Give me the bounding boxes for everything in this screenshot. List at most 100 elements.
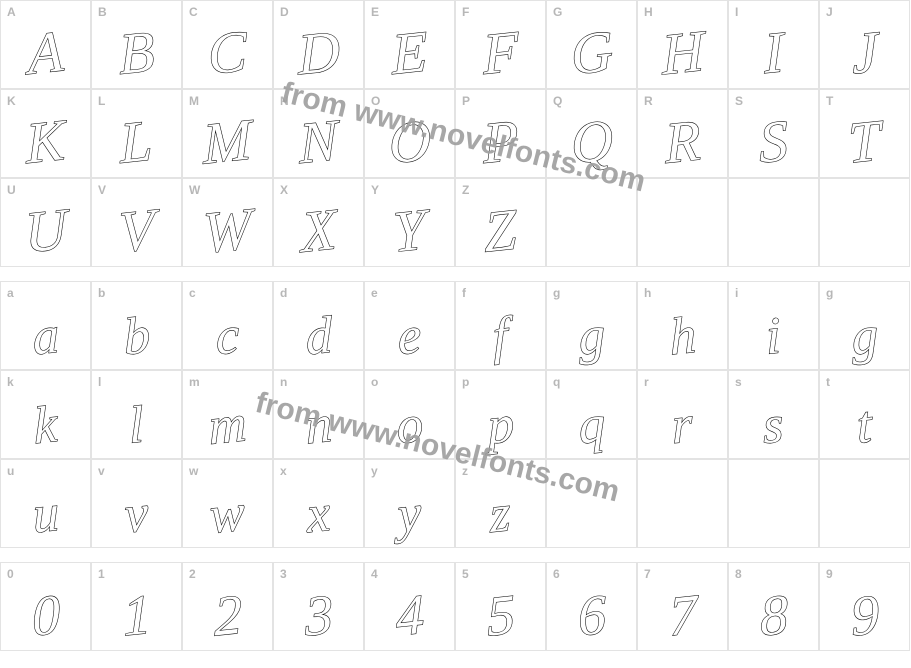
char-label: 8 — [735, 567, 742, 581]
glyph: I — [763, 23, 784, 83]
glyph-wrap: 9 — [820, 563, 909, 650]
char-label: Y — [371, 183, 379, 197]
section-lowercase: aabbccddeeffgghhiiggkkllmmnnooppqqrrsstt… — [0, 281, 911, 548]
glyph: C — [207, 22, 248, 84]
glyph-wrap: 5 — [456, 563, 545, 650]
char-cell: 99 — [819, 562, 910, 651]
char-cell: 55 — [455, 562, 546, 651]
glyph-wrap: s — [729, 371, 818, 458]
glyph: Z — [483, 200, 517, 261]
glyph: u — [32, 488, 60, 543]
char-cell: HH — [637, 0, 728, 89]
glyph: h — [669, 310, 697, 365]
char-label: O — [371, 94, 380, 108]
char-label: x — [280, 464, 287, 478]
char-cell: WW — [182, 178, 273, 267]
char-cell: CC — [182, 0, 273, 89]
char-cell: zz — [455, 459, 546, 548]
char-label: y — [371, 464, 378, 478]
char-cell: EE — [364, 0, 455, 89]
glyph: d — [305, 310, 333, 365]
char-cell: hh — [637, 281, 728, 370]
glyph: r — [672, 399, 694, 453]
char-cell: DD — [273, 0, 364, 89]
glyph-wrap: v — [92, 460, 181, 547]
glyph: v — [124, 488, 149, 543]
char-cell: ww — [182, 459, 273, 548]
char-cell: FF — [455, 0, 546, 89]
glyph: 9 — [850, 586, 880, 645]
glyph-wrap: 6 — [547, 563, 636, 650]
char-cell: OO — [364, 89, 455, 178]
char-label: M — [189, 94, 199, 108]
char-cell: NN — [273, 89, 364, 178]
char-cell-empty — [546, 178, 637, 267]
char-label: 5 — [462, 567, 469, 581]
section-digits: 00112233445566778899 — [0, 562, 911, 651]
char-cell: ZZ — [455, 178, 546, 267]
char-cell: ll — [91, 370, 182, 459]
glyph-wrap: q — [547, 371, 636, 458]
glyph: w — [209, 487, 245, 543]
glyph-wrap: 7 — [638, 563, 727, 650]
char-label: 4 — [371, 567, 378, 581]
char-cell: bb — [91, 281, 182, 370]
char-cell: vv — [91, 459, 182, 548]
char-label: 0 — [7, 567, 14, 581]
glyph-wrap: 3 — [274, 563, 363, 650]
glyph: A — [27, 22, 64, 84]
glyph: o — [396, 399, 424, 454]
glyph: y — [397, 488, 422, 543]
glyph: 2 — [213, 586, 243, 645]
char-cell: 33 — [273, 562, 364, 651]
glyph: 4 — [395, 586, 425, 645]
glyph: x — [306, 488, 331, 543]
section-gap — [0, 267, 911, 281]
char-cell: kk — [0, 370, 91, 459]
glyph: z — [490, 488, 512, 542]
glyph-wrap: 8 — [729, 563, 818, 650]
char-cell: BB — [91, 0, 182, 89]
glyph-wrap: 0 — [1, 563, 90, 650]
glyph-wrap: u — [1, 460, 90, 547]
section-gap — [0, 548, 911, 562]
char-cell: KK — [0, 89, 91, 178]
glyph-wrap: t — [820, 371, 909, 458]
glyph: G — [570, 22, 614, 84]
char-cell: 22 — [182, 562, 273, 651]
char-label: F — [462, 5, 469, 19]
char-label: L — [98, 94, 105, 108]
char-label: l — [98, 375, 101, 389]
glyph-wrap: g — [547, 282, 636, 369]
char-cell: yy — [364, 459, 455, 548]
char-label: D — [280, 5, 289, 19]
char-cell-empty — [728, 459, 819, 548]
char-cell: ii — [728, 281, 819, 370]
glyph-wrap: F — [456, 1, 545, 88]
char-cell: qq — [546, 370, 637, 459]
char-cell: LL — [91, 89, 182, 178]
char-cell: 66 — [546, 562, 637, 651]
char-label: C — [189, 5, 198, 19]
glyph: T — [847, 111, 881, 172]
char-cell: YY — [364, 178, 455, 267]
char-cell: rr — [637, 370, 728, 459]
glyph: q — [578, 399, 606, 454]
char-label: 3 — [280, 567, 287, 581]
char-label: E — [371, 5, 379, 19]
char-cell: TT — [819, 89, 910, 178]
char-label: 6 — [553, 567, 560, 581]
glyph-wrap: Z — [456, 179, 545, 266]
character-map-chart: AABBCCDDEEFFGGHHIIJJKKLLMMNNOOPPQQRRSSTT… — [0, 0, 911, 668]
char-label: S — [735, 94, 743, 108]
char-label: I — [735, 5, 738, 19]
glyph: p — [487, 399, 515, 454]
glyph-wrap: e — [365, 282, 454, 369]
glyph: 3 — [304, 586, 334, 645]
glyph-wrap: 4 — [365, 563, 454, 650]
glyph-wrap: o — [365, 371, 454, 458]
char-cell: ss — [728, 370, 819, 459]
char-label: q — [553, 375, 560, 389]
char-cell: XX — [273, 178, 364, 267]
glyph: n — [305, 399, 333, 454]
